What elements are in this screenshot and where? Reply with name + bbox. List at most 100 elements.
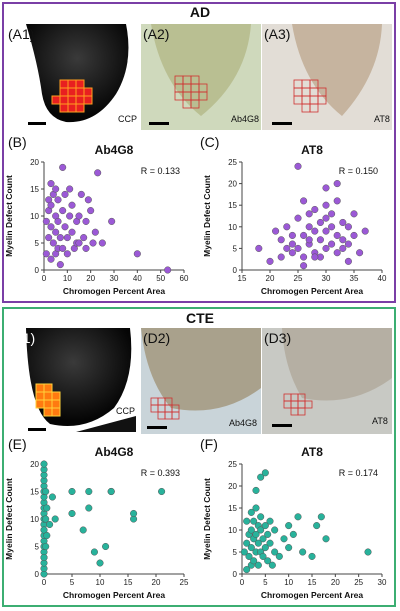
chart-c-title: AT8 (301, 143, 323, 157)
scatter-point (59, 244, 67, 252)
scatter-point (322, 227, 330, 235)
scatter-point (42, 542, 50, 551)
scatter-point (264, 557, 272, 565)
scatter-point (300, 231, 308, 239)
scatter-point (259, 552, 267, 560)
scatter-point (294, 244, 302, 252)
scatter-point (89, 239, 97, 247)
scatter-point (257, 473, 265, 481)
chart-c-at8: AT8 R = 0.150 15 20 25 30 35 40 0 5 10 15 20 25 Chromo… (202, 143, 387, 296)
scatter-point (79, 526, 87, 534)
scatter-point (333, 197, 341, 205)
scatter-point (277, 236, 285, 244)
scatter-point (45, 234, 53, 242)
cte-group-title: CTE (186, 310, 214, 326)
scatter-point (63, 234, 71, 242)
scatter-point (68, 228, 76, 236)
x-tick-label: 30 (110, 274, 119, 283)
scatter-point (313, 522, 321, 530)
scatter-point (308, 552, 316, 560)
scatter-point (344, 257, 352, 265)
a2-scale-bar (149, 122, 169, 125)
a1-tissue-map (26, 24, 129, 123)
b-label: (B) (8, 134, 27, 150)
scatter-point (90, 548, 98, 556)
d3-scale-bar (272, 424, 292, 427)
y-tick-label: 15 (30, 488, 39, 497)
scatter-point (311, 227, 319, 235)
d2-ab4g8-image: (D2) Ab4G8 (141, 328, 261, 434)
scatter-point (252, 486, 260, 494)
a1-stain: CCP (118, 114, 138, 124)
scatter-point (66, 212, 74, 220)
d3-stain: AT8 (372, 416, 388, 426)
scatter-point (84, 196, 92, 204)
a2-tissue-map (151, 24, 251, 116)
y-tick-label: 15 (228, 504, 237, 513)
scatter-point (344, 240, 352, 248)
d2-scale-bar (147, 426, 167, 429)
y-tick-label: 15 (30, 185, 39, 194)
scatter-point (257, 526, 265, 534)
x-tick-label: 10 (284, 578, 293, 587)
scatter-point (42, 217, 50, 225)
y-tick-label: 20 (228, 180, 237, 189)
d1-stain: CCP (116, 406, 136, 416)
scatter-point (311, 253, 319, 261)
scatter-point (289, 530, 297, 538)
scatter-point (94, 169, 102, 177)
scatter-point (322, 184, 330, 192)
d1-ccp-image: (D1) CCP (6, 328, 140, 434)
scatter-point (59, 163, 67, 171)
y-tick-label: 10 (228, 223, 237, 232)
scatter-point (305, 210, 313, 218)
scatter-point (254, 539, 262, 547)
x-tick-label: 25 (294, 274, 303, 283)
scatter-point (75, 212, 83, 220)
d1-scale-bar (28, 428, 46, 431)
scatter-point (59, 207, 67, 215)
scatter-point (316, 218, 324, 227)
scatter-point (77, 190, 85, 198)
scatter-point (300, 197, 308, 205)
x-tick-label: 5 (70, 578, 75, 587)
scatter-point (250, 557, 258, 565)
scatter-point (48, 493, 56, 501)
scatter-point (54, 196, 62, 204)
scatter-point (305, 236, 313, 244)
f-label: (F) (200, 436, 218, 452)
x-tick-label: 0 (42, 274, 47, 283)
scatter-point (49, 239, 57, 247)
chart-c-y-axis-label: Myelin Defect Count (202, 175, 212, 257)
x-tick-label: 10 (63, 274, 72, 283)
a3-scale-bar (272, 122, 292, 125)
x-tick-label: 40 (133, 274, 142, 283)
chart-b-x-axis-label: Chromogen Percent Area (63, 286, 165, 296)
cte-group-frame (2, 307, 396, 607)
scatter-point (328, 240, 336, 248)
scatter-point (51, 515, 59, 523)
a1-ccp-image: (A1) CCP (6, 24, 140, 130)
y-tick-label: 0 (35, 266, 40, 275)
y-tick-label: 20 (30, 158, 39, 167)
x-tick-label: 5 (263, 578, 268, 587)
x-tick-label: 20 (86, 274, 95, 283)
scatter-point (261, 469, 269, 477)
a1-label: (A1) (8, 26, 35, 42)
y-tick-label: 10 (228, 526, 237, 535)
scatter-point (299, 548, 307, 556)
scatter-point (42, 487, 50, 496)
scatter-point (261, 544, 269, 552)
c-label: (C) (200, 134, 220, 150)
scatter-point (350, 231, 358, 239)
scatter-point (46, 520, 54, 529)
y-tick-label: 5 (233, 548, 238, 557)
chart-e-r-value: R = 0.393 (141, 468, 180, 478)
scatter-point (344, 223, 352, 231)
scatter-point (271, 548, 279, 556)
scatter-point (130, 509, 138, 518)
scatter-point (350, 210, 358, 218)
y-tick-label: 10 (30, 212, 39, 221)
scatter-point (364, 548, 372, 556)
d2-label: (D2) (143, 330, 171, 346)
